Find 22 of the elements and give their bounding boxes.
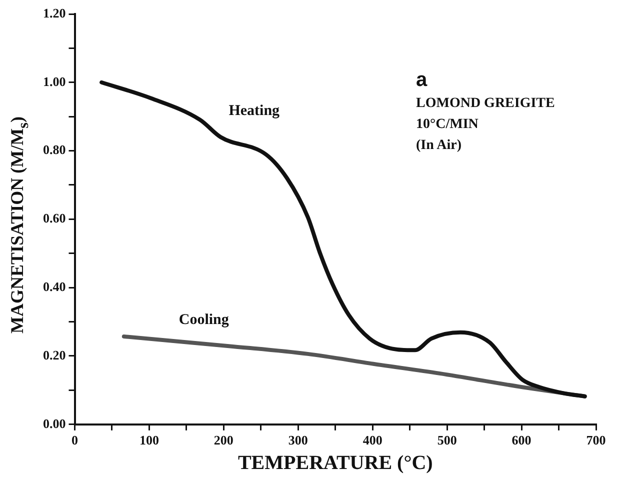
x-tick-label: 400 [362, 432, 382, 448]
annotation: LOMOND GREIGITE [416, 96, 555, 111]
y-tick-label: 1.00 [43, 74, 66, 89]
y-tick-label: 0.60 [43, 210, 66, 226]
annotation: a [416, 69, 428, 91]
x-axis-title: TEMPERATURE (°C) [238, 452, 433, 474]
y-tick-label: 1.20 [43, 5, 66, 20]
x-tick-label: 600 [512, 432, 532, 448]
y-tick-label: 0.40 [43, 278, 66, 294]
series-label: Heating [228, 103, 280, 120]
y-tick-label: 0.00 [43, 416, 66, 431]
annotation: 10°C/MIN [416, 117, 478, 132]
y-tick-label: 0.20 [43, 347, 66, 362]
x-tick-label: 500 [437, 432, 457, 448]
y-tick-label: 0.80 [43, 142, 66, 158]
x-tick-label: 100 [139, 432, 159, 448]
x-tick-label: 300 [288, 432, 308, 448]
series-label: Cooling [178, 312, 230, 328]
annotation: (In Air) [416, 138, 462, 153]
x-tick-label: 0 [72, 432, 78, 448]
x-tick-label: 700 [586, 432, 606, 448]
x-tick-label: 200 [214, 432, 234, 448]
